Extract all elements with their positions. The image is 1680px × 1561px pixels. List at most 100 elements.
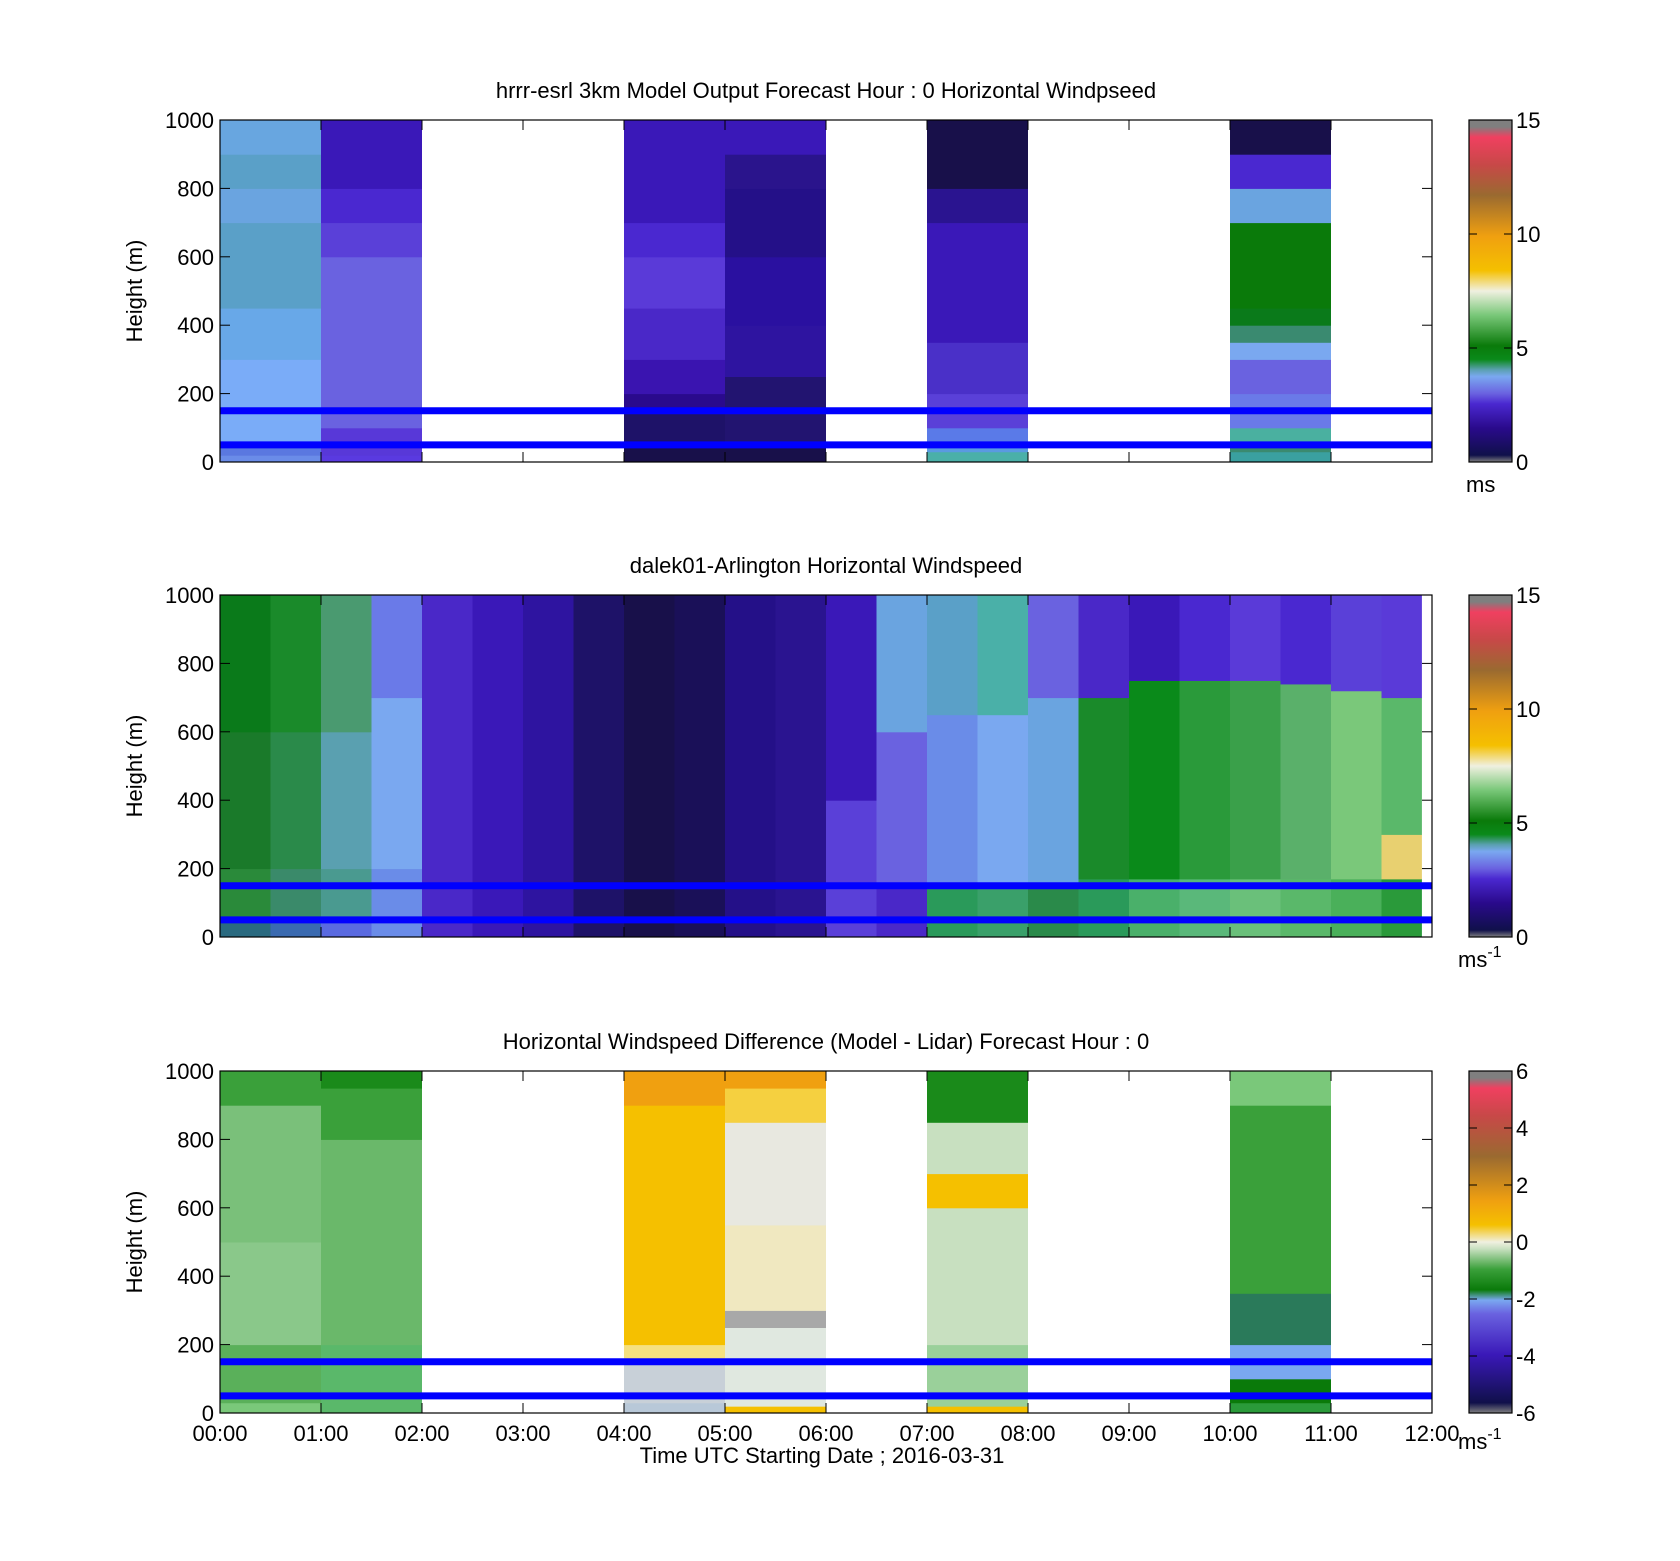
data-column [1381, 595, 1422, 938]
data-cell [725, 1406, 826, 1414]
data-cell [523, 595, 574, 938]
data-cell [1028, 595, 1079, 699]
data-cell [573, 595, 624, 938]
data-cell [624, 256, 725, 309]
data-cell [725, 1088, 826, 1123]
data-column [826, 595, 877, 938]
data-column [472, 595, 523, 938]
data-cell [1028, 885, 1079, 938]
data-cell [977, 714, 1028, 887]
y-tick-label: 1000 [165, 108, 214, 133]
data-column [977, 595, 1028, 938]
x-tick-label: 07:00 [899, 1421, 954, 1446]
x-tick-label: 05:00 [697, 1421, 752, 1446]
colorbar-tick-label: -2 [1516, 1287, 1536, 1312]
y-tick-label: 1000 [165, 1059, 214, 1084]
data-cell [876, 731, 927, 887]
data-cell [624, 222, 725, 258]
data-cell [1230, 1378, 1331, 1404]
data-cell [977, 595, 1028, 716]
colorbar-tick-label: 15 [1516, 108, 1540, 133]
data-cell [422, 595, 473, 938]
data-cell [927, 885, 978, 938]
colorbar-tick-label: 0 [1516, 925, 1528, 950]
y-tick-label: 0 [202, 925, 214, 950]
data-cell [674, 595, 725, 938]
data-cell [927, 120, 1028, 189]
data-column [1230, 120, 1331, 463]
data-cell [1331, 690, 1382, 880]
data-cell [1230, 1105, 1331, 1294]
data-cell [220, 919, 271, 938]
x-tick-label: 08:00 [1000, 1421, 1055, 1446]
data-cell [624, 595, 675, 938]
y-tick-label: 600 [177, 720, 214, 745]
data-cell [220, 455, 321, 463]
data-cell [321, 1088, 422, 1140]
data-cell [371, 697, 422, 870]
x-tick-label: 00:00 [192, 1421, 247, 1446]
data-cell [624, 1071, 725, 1106]
data-cell [220, 1242, 321, 1346]
colorbar [1468, 119, 1513, 463]
data-cell [220, 222, 321, 309]
data-column [1028, 595, 1079, 938]
data-cell [1230, 680, 1281, 880]
y-tick-label: 800 [177, 651, 214, 676]
data-cell [321, 1344, 422, 1414]
data-cell [220, 444, 321, 456]
y-axis-label: Height (m) [122, 1191, 147, 1294]
data-column [371, 595, 422, 938]
data-cell [624, 1344, 725, 1363]
x-tick-label: 09:00 [1101, 1421, 1156, 1446]
data-cell [220, 188, 321, 224]
x-axis-label: Time UTC Starting Date ; 2016-03-31 [640, 1443, 1005, 1468]
data-cell [321, 731, 372, 870]
data-column [220, 1071, 321, 1414]
colorbar-tick-label: 2 [1516, 1173, 1528, 1198]
colorbar-unit: ms-1 [1458, 1426, 1502, 1454]
data-column [775, 595, 826, 938]
data-cell [1230, 222, 1331, 309]
data-cell [1280, 595, 1331, 685]
y-tick-label: 600 [177, 1196, 214, 1221]
data-cell [927, 222, 1028, 343]
data-column [523, 595, 574, 938]
y-tick-label: 400 [177, 313, 214, 338]
data-column [674, 595, 725, 938]
data-cell [220, 120, 321, 155]
y-tick-label: 600 [177, 245, 214, 270]
data-cell [725, 256, 826, 326]
colorbar-tick-label: 15 [1516, 583, 1540, 608]
data-cell [927, 714, 978, 887]
data-cell [1230, 325, 1331, 343]
data-cell [1129, 680, 1180, 880]
data-cell [1230, 427, 1331, 442]
data-cell [220, 154, 321, 189]
colorbar-unit-base: ms [1466, 472, 1495, 497]
data-cell [1179, 595, 1230, 681]
colorbar-tick-label: 0 [1516, 450, 1528, 475]
data-cell [775, 595, 826, 938]
y-tick-label: 0 [202, 1401, 214, 1426]
x-tick-label: 11:00 [1304, 1421, 1357, 1446]
x-tick-label: 03:00 [495, 1421, 550, 1446]
data-column [1078, 595, 1129, 938]
chart-panel-1: hrrr-esrl 3km Model Output Forecast Hour… [122, 78, 1540, 497]
y-tick-label: 800 [177, 1127, 214, 1152]
data-cell [321, 868, 372, 921]
data-cell [927, 1071, 1028, 1123]
data-column [1230, 595, 1281, 938]
data-cell [725, 325, 826, 377]
data-cell [1230, 1071, 1331, 1106]
data-column [422, 595, 473, 938]
data-column [876, 595, 927, 938]
data-cell [220, 308, 321, 360]
y-tick-label: 800 [177, 176, 214, 201]
data-cell [927, 342, 1028, 395]
data-column [624, 595, 675, 938]
data-cell [321, 256, 422, 429]
data-cell [624, 308, 725, 360]
data-cell [725, 120, 826, 155]
